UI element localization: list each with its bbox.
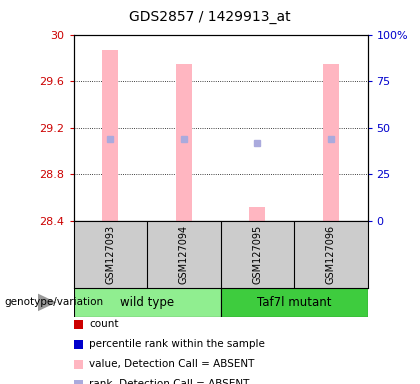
Bar (74, 288, 220, 317)
Polygon shape (38, 294, 56, 311)
Bar (220, 288, 368, 317)
Text: GSM127096: GSM127096 (326, 225, 336, 284)
Text: Taf7l mutant: Taf7l mutant (257, 296, 331, 309)
Bar (249, 207, 265, 221)
Text: rank, Detection Call = ABSENT: rank, Detection Call = ABSENT (89, 379, 249, 384)
Text: GSM127094: GSM127094 (179, 225, 189, 284)
Text: GDS2857 / 1429913_at: GDS2857 / 1429913_at (129, 10, 291, 23)
Text: percentile rank within the sample: percentile rank within the sample (89, 339, 265, 349)
Text: wild type: wild type (120, 296, 174, 309)
Text: value, Detection Call = ABSENT: value, Detection Call = ABSENT (89, 359, 255, 369)
Bar (176, 64, 192, 221)
Text: GSM127095: GSM127095 (252, 225, 262, 284)
Bar (323, 64, 339, 221)
Text: count: count (89, 319, 118, 329)
Bar (102, 50, 118, 221)
Text: GSM127093: GSM127093 (105, 225, 115, 284)
Text: genotype/variation: genotype/variation (4, 297, 103, 308)
